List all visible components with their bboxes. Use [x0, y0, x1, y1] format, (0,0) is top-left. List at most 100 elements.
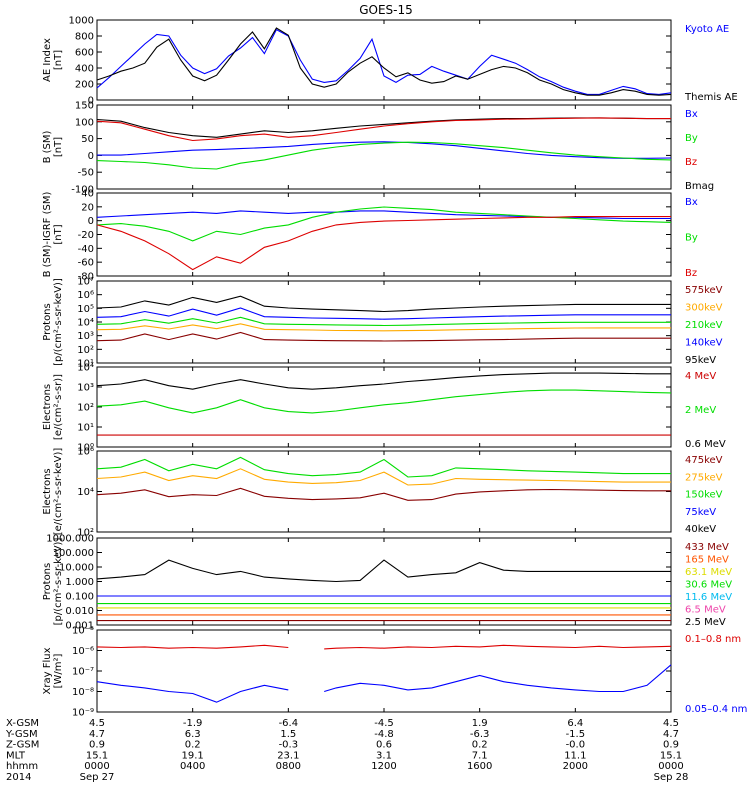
y-tick-label: -60 — [78, 258, 94, 269]
panel-xray: 10⁻⁹ 10⁻⁸ 10⁻⁷ 10⁻⁶ 10⁻⁵ Xray Flux[W/m²] 0.1–0… — [42, 626, 747, 719]
y-axis-label: Electrons[e/(cm²-s-sr)] — [42, 374, 64, 440]
legend-entry: 275keV — [685, 472, 723, 483]
orbit-cell: 19.1 — [182, 750, 204, 761]
y-tick-label: 10² — [77, 528, 94, 539]
y-axis-label: AE Index[nT] — [42, 38, 64, 82]
y-axis-label: Protons[p/(cm²-s-sr-keV)] — [42, 278, 64, 366]
y-tick-label: 10¹ — [77, 359, 94, 370]
orbit-row-label: 2014 — [6, 772, 31, 783]
series-line-electrons2-2 — [96, 487, 671, 501]
y-tick-label: 1000.000 — [46, 534, 94, 545]
y-tick-label: 20 — [81, 202, 94, 213]
orbit-cell: 1.9 — [472, 718, 488, 729]
legend-entry: 433 MeV — [685, 542, 729, 553]
y-tick-label: 0 — [88, 96, 94, 107]
series-line-protons1-0 — [96, 295, 671, 313]
orbit-row-label: hhmm — [6, 761, 38, 772]
y-axis-label-line: Electrons — [42, 384, 53, 430]
orbit-cell: 15.1 — [86, 750, 108, 761]
y-axis-label-line: Protons — [42, 303, 53, 340]
series-line-electrons1-1 — [96, 389, 672, 414]
y-axis-label-line: [e/(cm²-s-sr)] — [53, 374, 64, 440]
y-tick-label: 10.000 — [59, 563, 94, 574]
orbit-cell: 15.1 — [660, 750, 682, 761]
orbit-cell: Sep 27 — [80, 772, 115, 783]
orbit-cell: -4.8 — [374, 729, 394, 740]
y-axis-label-line: AE Index — [42, 38, 53, 82]
series-line-bigrf-2 — [96, 216, 671, 271]
y-tick-label: -100 — [71, 185, 94, 196]
panel-frame — [96, 19, 672, 101]
series-line-protons2-0 — [96, 559, 671, 583]
panel-bigrf: -80 -60 -40 -20 0 20 40 B (SM)-IGRF (SM)[nT] Bx B… — [42, 189, 698, 283]
y-tick-label: 1000 — [69, 16, 94, 27]
series-line-bsm-2 — [97, 141, 672, 159]
y-tick-label: 10⁴ — [77, 487, 94, 498]
legend-entry: 75keV — [685, 507, 716, 518]
y-tick-label: 10³ — [77, 383, 94, 394]
legend-entry: 2 MeV — [685, 405, 716, 416]
y-axis-label: B (SM)[nT] — [42, 130, 64, 163]
series-line-electrons2-0 — [96, 456, 671, 478]
orbit-cell: -0.3 — [279, 740, 299, 751]
y-tick-label: 10⁶ — [77, 447, 94, 458]
orbit-cell: 3.1 — [376, 750, 392, 761]
y-tick-label: 600 — [75, 48, 94, 59]
legend-entry: 0.6 MeV — [685, 439, 726, 450]
y-tick-label: 10⁵ — [77, 304, 94, 315]
legend-entry: 0.05–0.4 nm — [685, 704, 747, 715]
legend-entry: 2.5 MeV — [685, 617, 726, 628]
orbit-cell: 0.9 — [89, 740, 105, 751]
y-tick-label: 10¹ — [77, 423, 94, 434]
legend-entry: Bz — [685, 268, 697, 279]
legend-entry: 95keV — [685, 355, 716, 366]
orbit-cell: 1.5 — [280, 729, 296, 740]
series-line-ae-1 — [96, 27, 672, 96]
series-line-ae-0 — [96, 28, 672, 95]
y-axis-label: Electrons[e/(cm²-s-sr-keV)] — [42, 448, 64, 536]
y-tick-label: 10⁻⁶ — [72, 646, 94, 657]
y-axis-label-line: Xray Flux — [42, 647, 53, 694]
legend-entry: 0.1–0.8 nm — [685, 634, 741, 645]
orbit-cell: 0.2 — [472, 740, 488, 751]
chart-title: GOES-15 — [359, 3, 413, 17]
y-tick-label: 10⁰ — [77, 443, 94, 454]
orbit-cell: 0000 — [658, 761, 683, 772]
orbit-cell: 0.2 — [185, 740, 201, 751]
series-line-protons1-1 — [96, 307, 671, 320]
series-line-bigrf-0 — [96, 210, 671, 220]
y-tick-label: 0 — [88, 216, 94, 227]
y-axis-label-line: [nT] — [53, 137, 64, 157]
y-tick-label: -80 — [78, 272, 94, 283]
series-line-electrons2-1 — [96, 468, 671, 486]
orbit-cell: Sep 28 — [654, 772, 689, 783]
y-axis-label-line: [p/(cm²-s-sr-keV)] — [53, 538, 64, 626]
y-tick-label: 10⁻⁷ — [72, 667, 94, 678]
orbit-cell: 4.7 — [89, 729, 105, 740]
panel-electrons1: 10⁰ 10¹ 10² 10³ 10⁴ Electrons[e/(cm²-s-sr)] 4 … — [42, 363, 726, 454]
y-tick-label: -50 — [78, 168, 94, 179]
legend-entry: 165 MeV — [685, 555, 729, 566]
orbit-row-label: X-GSM — [6, 718, 39, 729]
legend-entry: By — [685, 233, 698, 244]
y-tick-label: 0.001 — [65, 621, 94, 632]
y-tick-label: 150 — [75, 101, 94, 112]
legend-entry: 300keV — [685, 303, 723, 314]
series-line-bigrf-1 — [96, 206, 672, 242]
y-tick-label: 10⁻⁵ — [72, 626, 94, 637]
legend-entry: 210keV — [685, 320, 723, 331]
panel-frame — [96, 450, 672, 533]
panel-ae: 0 200 400 600 800 1000 AE Index[nT] Kyoto AE The… — [42, 16, 738, 107]
orbit-cell: 4.5 — [663, 718, 679, 729]
legend-entry: Themis AE — [684, 92, 738, 103]
legend-entry: By — [685, 133, 698, 144]
y-tick-label: 10² — [77, 403, 94, 414]
orbit-cell: 11.1 — [564, 750, 586, 761]
orbit-cell: 0000 — [84, 761, 109, 772]
y-axis-label: Protons[p/(cm²-s-sr-keV)] — [42, 538, 64, 626]
orbit-cell: 7.1 — [472, 750, 488, 761]
panel-bsm: -100 -50 0 50 100 150 B (SM)[nT] Bx By Bz Bmag — [42, 101, 714, 196]
orbit-cell: -0.0 — [566, 740, 586, 751]
y-tick-label: -20 — [78, 230, 94, 241]
